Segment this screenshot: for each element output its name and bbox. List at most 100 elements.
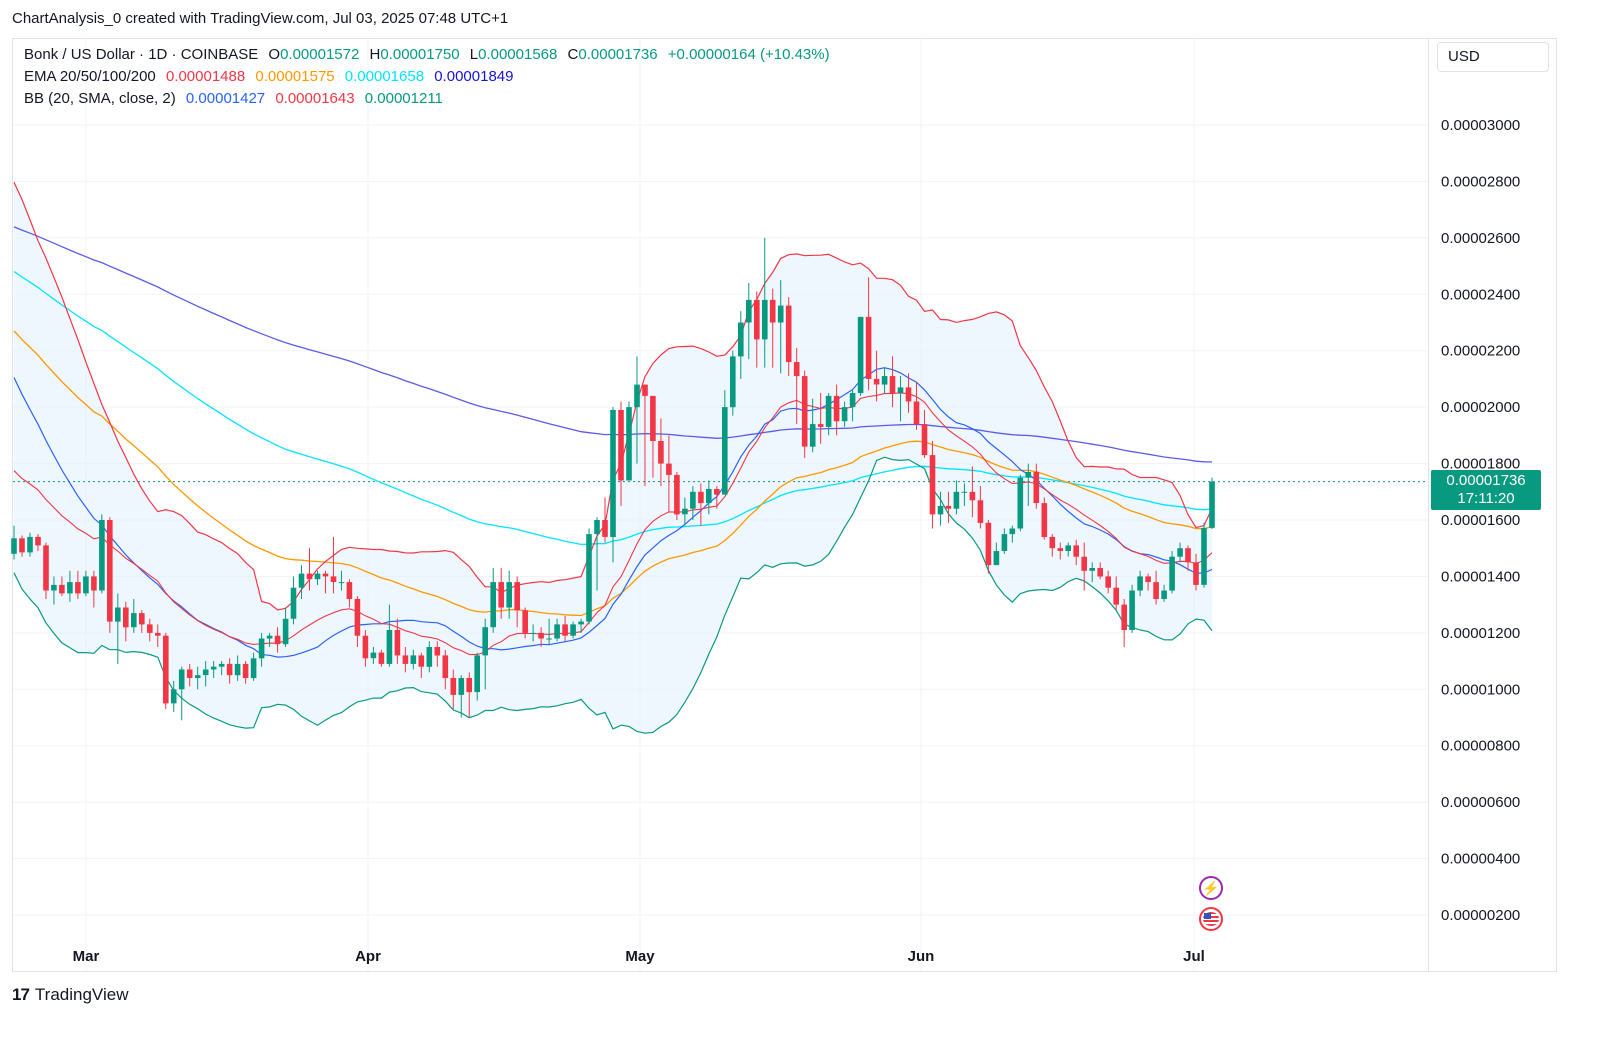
candle-body xyxy=(346,582,353,599)
y-tick-label: 0.00000600 xyxy=(1441,794,1520,811)
candle-body xyxy=(466,678,472,693)
candle-body xyxy=(682,508,688,515)
candle-body xyxy=(849,393,856,408)
y-tick-label: 0.00000800 xyxy=(1441,738,1520,755)
legend-bb-upper-value: 0.00001643 xyxy=(275,90,355,107)
candle-body xyxy=(897,387,904,393)
legend-high-value: 0.00001750 xyxy=(380,46,460,63)
candle-body xyxy=(1049,536,1056,549)
candle-body xyxy=(993,551,1000,566)
candle-body xyxy=(754,299,760,340)
legend-bb-lower-value: 0.00001211 xyxy=(364,90,443,107)
candle-body xyxy=(514,582,520,611)
ema20-line xyxy=(13,392,1213,656)
candle-body xyxy=(282,618,289,645)
y-tick-label: 0.00002800 xyxy=(1441,173,1520,190)
y-tick-label: 0.00000200 xyxy=(1441,907,1520,924)
candle-body xyxy=(1209,481,1215,528)
candle-body xyxy=(1097,568,1103,577)
candle-body xyxy=(338,582,345,584)
candle-body xyxy=(1201,527,1207,585)
candle-body xyxy=(570,624,576,636)
candle-body xyxy=(354,599,361,636)
price-axis[interactable] xyxy=(1429,38,1557,972)
candle-body xyxy=(450,678,457,695)
candle-body xyxy=(234,663,241,676)
candle-body xyxy=(642,384,648,396)
candle-body xyxy=(762,299,768,340)
candle-body xyxy=(785,305,792,362)
candle-body xyxy=(123,607,129,628)
tradingview-brand-text: TradingView xyxy=(34,985,129,1004)
candle-body xyxy=(817,424,824,427)
candle-body xyxy=(1137,576,1143,591)
candle-body xyxy=(99,520,105,591)
candle-body xyxy=(985,522,992,566)
y-tick-label: 0.00001200 xyxy=(1441,625,1520,642)
candle-body xyxy=(67,582,73,594)
ema50-line xyxy=(13,330,1213,617)
candle-body xyxy=(155,632,161,636)
legend-ema50-value: 0.00001575 xyxy=(255,68,335,85)
bb-lower-line xyxy=(13,456,1213,734)
candle-body xyxy=(1145,576,1151,582)
x-tick-label: Mar xyxy=(73,948,100,965)
candle-body xyxy=(769,299,776,323)
candle-body xyxy=(362,635,369,659)
candle-body xyxy=(139,613,145,625)
candle-body xyxy=(474,655,480,693)
candle-body xyxy=(945,505,952,509)
legend-bb-label[interactable]: BB (20, SMA, close, 2) xyxy=(24,90,176,107)
candle-body xyxy=(1041,503,1048,537)
candle-body xyxy=(1017,477,1024,529)
candle-body xyxy=(298,573,305,588)
candle-body xyxy=(402,655,409,664)
candle-body xyxy=(27,536,33,553)
candle-body xyxy=(777,305,784,323)
candle-body xyxy=(506,582,512,608)
currency-selector[interactable]: USD xyxy=(1437,42,1549,72)
candle-body xyxy=(634,384,640,408)
candle-body xyxy=(722,407,728,495)
y-tick-label: 0.00002200 xyxy=(1441,343,1520,360)
flash-event-icon[interactable]: ⚡ xyxy=(1199,876,1223,900)
candle-body xyxy=(131,613,137,628)
legend-ema-label[interactable]: EMA 20/50/100/200 xyxy=(24,68,156,85)
candle-body xyxy=(170,689,177,704)
candle-body xyxy=(426,647,433,667)
candle-body xyxy=(242,663,249,678)
candle-body xyxy=(841,407,848,422)
legend-symbol-title[interactable]: Bonk / US Dollar · 1D · COINBASE xyxy=(24,46,259,63)
candle-body xyxy=(905,387,912,402)
candle-body xyxy=(586,534,592,622)
bar-countdown: 17:11:20 xyxy=(1457,490,1515,507)
chart-plot-area[interactable] xyxy=(12,38,1429,972)
candle-body xyxy=(370,652,377,659)
bb-fill-area xyxy=(14,182,1212,734)
candle-body xyxy=(59,584,65,594)
legend-ema20-value: 0.00001488 xyxy=(165,68,246,85)
candle-body xyxy=(1121,604,1127,630)
us-flag-event-icon[interactable] xyxy=(1199,907,1223,931)
legend-open-label: O xyxy=(268,46,281,63)
y-tick-label: 0.00002600 xyxy=(1441,230,1520,247)
candle-body xyxy=(11,538,17,554)
candle-body xyxy=(418,655,425,667)
candle-body xyxy=(1089,568,1095,571)
candle-body xyxy=(889,376,896,393)
legend-low-label: L xyxy=(469,46,479,63)
candle-body xyxy=(91,576,97,591)
candle-body xyxy=(809,424,816,447)
candle-body xyxy=(75,582,81,594)
candle-body xyxy=(690,491,696,509)
candle-body xyxy=(1057,548,1064,551)
candle-body xyxy=(498,582,504,608)
legend-ema100-value: 0.00001658 xyxy=(344,68,425,85)
candle-body xyxy=(538,632,544,639)
candle-body xyxy=(458,678,465,695)
candle-body xyxy=(666,463,672,475)
tradingview-logo[interactable]: 17 TradingView xyxy=(12,985,128,1005)
candle-body xyxy=(969,491,976,501)
candle-body xyxy=(178,669,185,690)
